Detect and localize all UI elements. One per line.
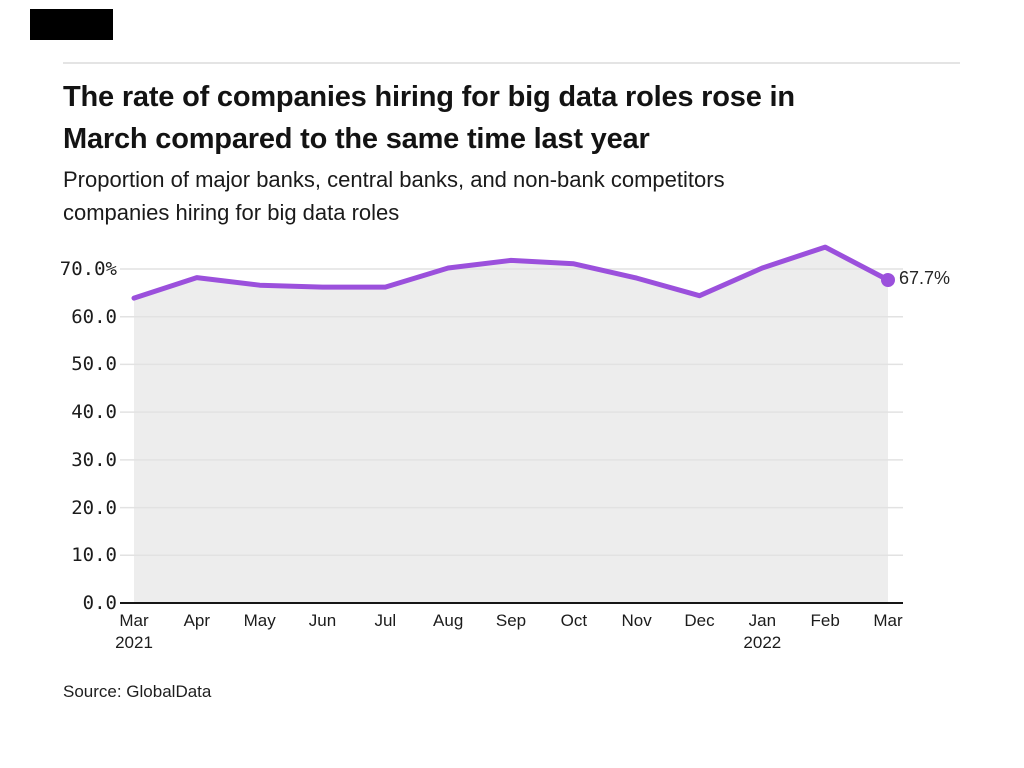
y-tick-label: 20.0	[71, 496, 117, 519]
data-point-marker	[881, 273, 895, 287]
x-tick-label: May	[220, 610, 300, 632]
month-label: Mar	[119, 611, 149, 630]
subtitle-line-2: companies hiring for big data roles	[63, 200, 400, 225]
month-label: Apr	[183, 611, 211, 630]
month-label: Jul	[374, 611, 397, 630]
y-tick-label: 30.0	[71, 448, 117, 471]
chart-subtitle: Proportion of major banks, central banks…	[63, 163, 725, 229]
line-chart-canvas	[120, 244, 903, 604]
source-note: Source: GlobalData	[63, 682, 212, 701]
x-tick-label: Sep	[471, 610, 551, 632]
month-label: Jan	[748, 611, 777, 630]
title-line-2: March compared to the same time last yea…	[63, 123, 650, 155]
globaldata-logo-block	[30, 9, 113, 40]
month-label: Nov	[621, 611, 652, 630]
x-tick-label: Mar	[848, 610, 928, 632]
x-tick-label: Apr	[157, 610, 237, 632]
x-tick-label: Mar 2021	[94, 610, 174, 654]
year-label: 2022	[743, 633, 782, 652]
y-tick-label: 60.0	[71, 305, 117, 328]
month-label: Aug	[433, 611, 464, 630]
end-value-label: 67.7%	[899, 268, 951, 288]
month-label: Mar	[873, 611, 903, 630]
month-label: Jun	[308, 611, 337, 630]
month-label: Dec	[684, 611, 715, 630]
data-line	[131, 244, 891, 301]
x-tick-label: Aug	[408, 610, 488, 632]
x-tick-label: Dec	[660, 610, 740, 632]
subtitle-line-1: Proportion of major banks, central banks…	[63, 167, 725, 192]
year-label: 2021	[115, 633, 153, 652]
y-tick-label: 40.0	[71, 401, 117, 424]
y-tick-label: 0.0	[82, 592, 117, 614]
month-label: Feb	[810, 611, 840, 630]
y-tick-label: 50.0	[71, 353, 117, 376]
header-divider	[63, 62, 960, 64]
x-tick-label: Feb	[785, 610, 865, 632]
month-label: May	[243, 611, 276, 630]
y-tick-label: 70.0%	[59, 258, 117, 280]
x-tick-label: Jun	[283, 610, 363, 632]
x-tick-label: Jan 2022	[722, 610, 802, 654]
chart-title: The rate of companies hiring for big dat…	[63, 76, 795, 160]
y-tick-label: 10.0	[71, 544, 117, 567]
month-label: Oct	[560, 611, 588, 630]
plot-area	[120, 240, 903, 608]
x-tick-label: Nov	[597, 610, 677, 632]
title-line-1: The rate of companies hiring for big dat…	[63, 81, 795, 113]
x-tick-label: Oct	[534, 610, 614, 632]
month-label: Sep	[495, 611, 527, 630]
x-tick-label: Jul	[345, 610, 425, 632]
area-fill	[134, 247, 888, 603]
